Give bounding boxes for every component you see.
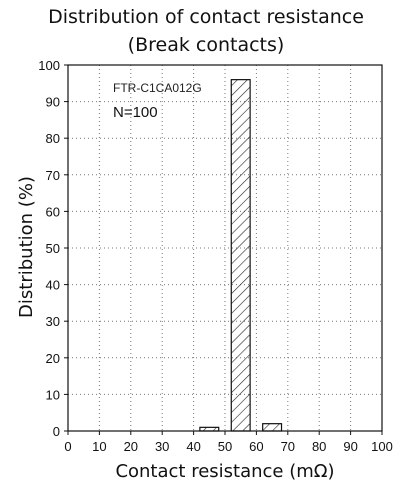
y-tick-label: 20 (46, 351, 60, 366)
model-annotation: FTR-C1CA012G (113, 81, 202, 95)
bar (262, 423, 283, 432)
x-tick-label: 60 (249, 439, 263, 454)
x-tick-label: 100 (371, 439, 393, 454)
y-tick-label: 60 (46, 204, 60, 219)
y-tick-label: 100 (38, 58, 60, 73)
x-tick-label: 90 (343, 439, 357, 454)
x-tick-label: 0 (64, 439, 71, 454)
x-tick-label: 10 (92, 439, 106, 454)
grid-lines (68, 65, 382, 431)
y-tick-label: 70 (46, 168, 60, 183)
x-tick-label: 30 (155, 439, 169, 454)
y-tick-label: 80 (46, 131, 60, 146)
x-tick-label: 80 (312, 439, 326, 454)
x-axis-label: Contact resistance (mΩ) (115, 461, 334, 482)
x-tick-label: 50 (218, 439, 232, 454)
y-tick-label: 50 (46, 241, 60, 256)
y-axis-label: Distribution (%) (16, 176, 37, 318)
y-tick-label: 90 (46, 95, 60, 110)
chart-subtitle: (Break contacts) (127, 34, 285, 56)
x-tick-label: 20 (124, 439, 138, 454)
y-tick-label: 0 (53, 424, 60, 439)
y-tick-label: 10 (46, 387, 60, 402)
x-tick-label: 40 (186, 439, 200, 454)
bars-group (199, 79, 283, 432)
y-tick-label: 30 (46, 314, 60, 329)
chart-title: Distribution of contact resistance (48, 6, 364, 28)
bar (230, 79, 251, 432)
sample-size-annotation: N=100 (113, 104, 158, 121)
axis-ticks: 0 10 20 30 40 50 60 70 80 90 100 0 10 20 30 40 50 60 70 80 9… (38, 58, 393, 454)
x-tick-label: 70 (281, 439, 295, 454)
y-tick-label: 40 (46, 278, 60, 293)
